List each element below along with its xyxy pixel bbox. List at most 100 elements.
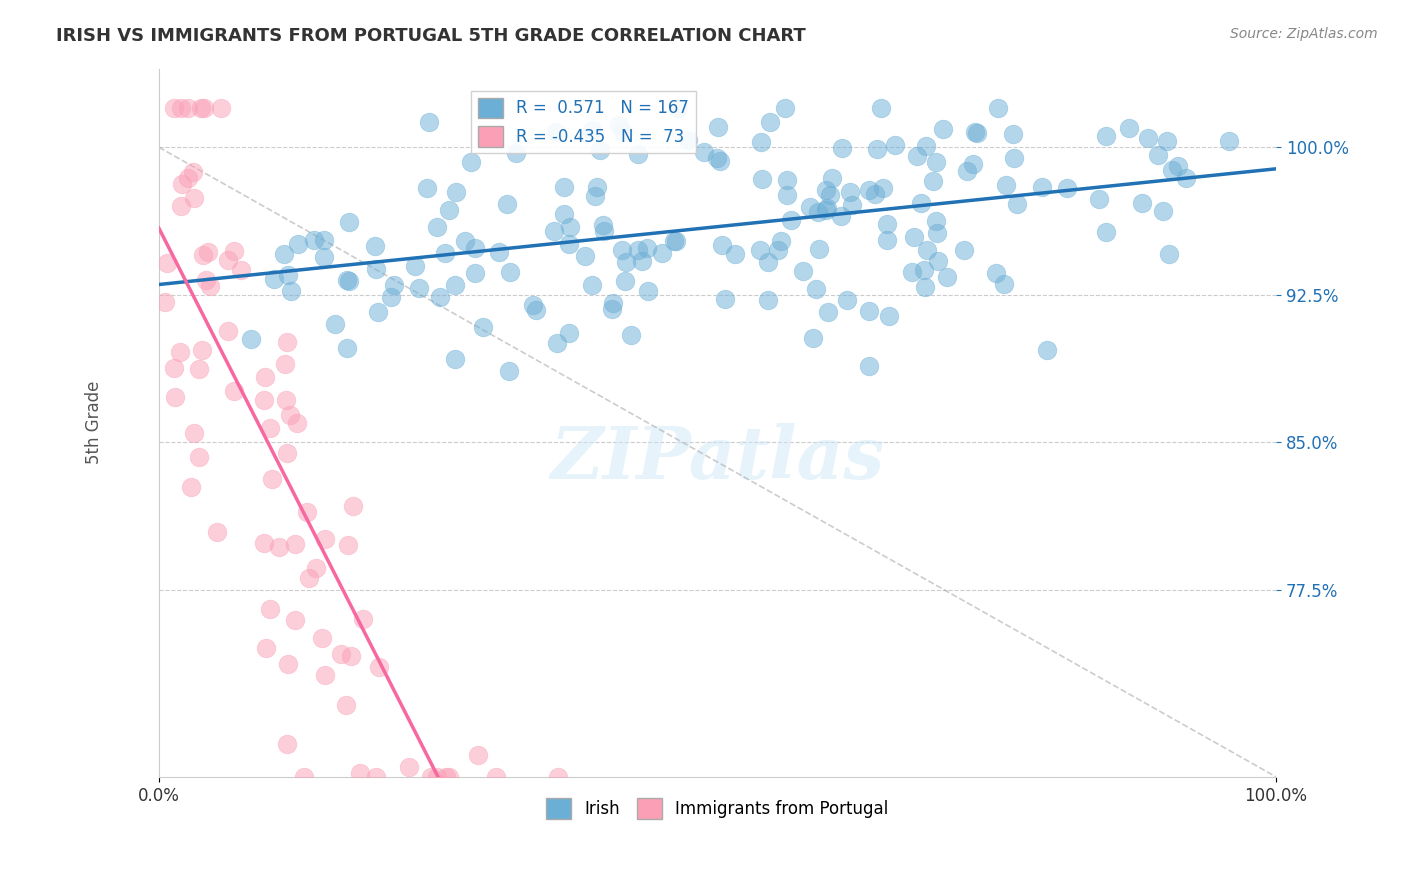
Point (835, 293, 858, 307)
Text: Source: ZipAtlas.com: Source: ZipAtlas.com (1230, 27, 1378, 41)
Point (187, 362, 209, 376)
Point (821, 171, 844, 186)
Point (336, 538, 359, 552)
Point (195, 273, 218, 287)
Point (170, 101, 193, 115)
Point (987, 101, 1010, 115)
Point (1218, 134, 1240, 148)
Point (420, 770, 443, 784)
Point (191, 248, 214, 262)
Point (585, 180, 607, 194)
Point (1137, 131, 1160, 145)
Point (637, 284, 659, 298)
Point (780, 213, 803, 227)
Point (314, 533, 336, 547)
Point (925, 226, 948, 240)
Y-axis label: 5th Grade: 5th Grade (86, 381, 103, 465)
Point (965, 125, 987, 139)
Point (368, 660, 391, 674)
Point (593, 224, 616, 238)
Point (858, 359, 880, 374)
Point (614, 254, 637, 268)
Point (444, 351, 467, 366)
Point (485, 770, 508, 784)
Point (183, 191, 205, 205)
Point (153, 294, 176, 309)
Point (627, 147, 650, 161)
Point (336, 272, 359, 286)
Point (239, 332, 262, 346)
Point (751, 172, 773, 186)
Point (380, 290, 402, 304)
Point (274, 357, 297, 371)
Point (314, 251, 336, 265)
Point (776, 173, 799, 187)
Point (664, 235, 686, 249)
Point (831, 141, 853, 155)
Point (495, 197, 517, 211)
Point (758, 255, 780, 269)
Legend: Irish, Immigrants from Portugal: Irish, Immigrants from Portugal (540, 791, 896, 825)
Point (935, 270, 957, 285)
Point (1001, 127, 1024, 141)
Point (444, 186, 467, 200)
Point (818, 187, 841, 202)
Point (314, 668, 336, 682)
Point (912, 262, 935, 277)
Point (607, 118, 630, 132)
Point (464, 241, 486, 255)
Point (927, 254, 949, 268)
Point (748, 243, 770, 257)
Point (454, 234, 477, 248)
Point (460, 154, 482, 169)
Point (524, 303, 547, 318)
Point (600, 302, 623, 317)
Point (165, 390, 187, 404)
Point (276, 737, 298, 751)
Point (444, 278, 467, 293)
Point (349, 766, 371, 780)
Point (336, 341, 359, 355)
Point (1147, 148, 1170, 162)
Point (1056, 181, 1078, 195)
Point (298, 571, 321, 585)
Point (799, 200, 821, 214)
Point (872, 181, 894, 195)
Point (858, 304, 880, 318)
Point (522, 298, 544, 312)
Point (546, 336, 568, 351)
Point (879, 310, 901, 324)
Point (314, 233, 336, 247)
Point (962, 157, 984, 171)
Point (505, 146, 527, 161)
Point (1130, 196, 1153, 211)
Point (193, 101, 215, 115)
Point (612, 243, 634, 257)
Point (581, 278, 603, 293)
Point (709, 154, 731, 169)
Point (177, 170, 200, 185)
Point (190, 101, 212, 115)
Point (292, 770, 315, 784)
Point (398, 759, 420, 773)
Point (751, 135, 773, 149)
Point (1094, 128, 1116, 143)
Point (589, 143, 612, 157)
Point (259, 420, 281, 434)
Point (311, 632, 333, 646)
Point (807, 205, 830, 219)
Point (1007, 196, 1029, 211)
Point (499, 265, 522, 279)
Point (1036, 343, 1059, 358)
Point (439, 770, 461, 784)
Point (932, 121, 955, 136)
Point (280, 284, 302, 298)
Point (366, 770, 388, 784)
Point (418, 115, 440, 129)
Point (1175, 170, 1198, 185)
Point (553, 180, 575, 194)
Point (553, 207, 575, 221)
Point (808, 242, 831, 256)
Point (724, 247, 747, 261)
Text: IRISH VS IMMIGRANTS FROM PORTUGAL 5TH GRADE CORRELATION CHART: IRISH VS IMMIGRANTS FROM PORTUGAL 5TH GR… (56, 27, 806, 45)
